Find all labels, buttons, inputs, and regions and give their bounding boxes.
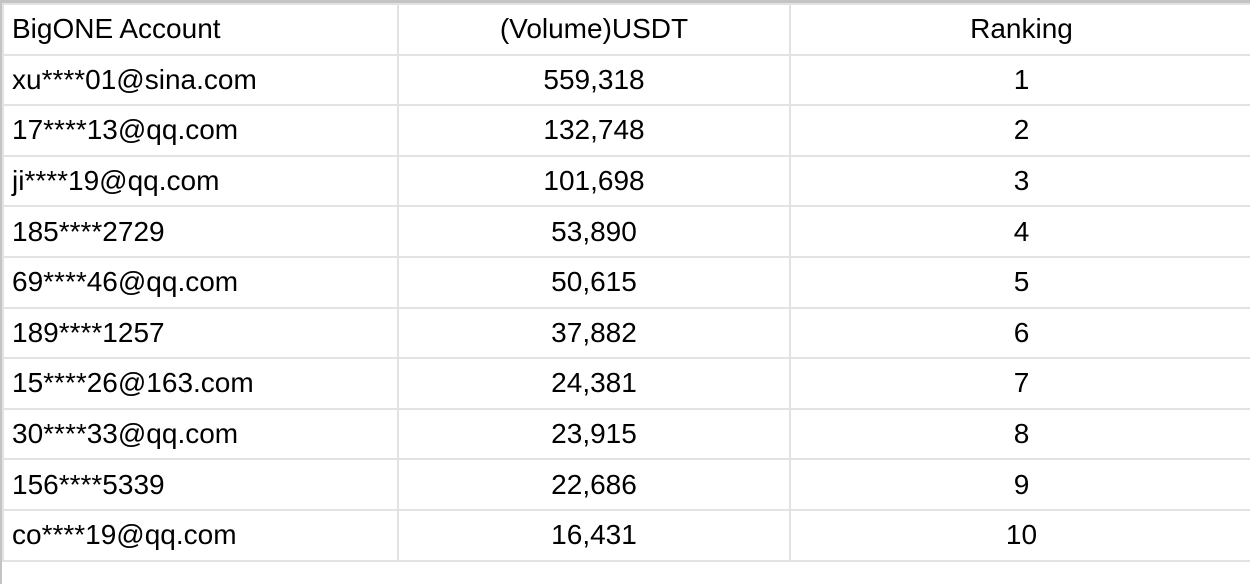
cell-volume[interactable]: 132,748 [397, 104, 791, 157]
cell-account[interactable]: co****19@qq.com [2, 508, 399, 562]
cell-account[interactable]: 15****26@163.com [2, 357, 399, 410]
table-row: 17****13@qq.com 132,748 2 [2, 104, 1250, 157]
cell-account[interactable]: ji****19@qq.com [2, 154, 399, 208]
table-row: xu****01@sina.com 559,318 1 [2, 53, 1250, 107]
cell-account[interactable]: 69****46@qq.com [2, 255, 399, 309]
cell-ranking[interactable]: 4 [789, 205, 1250, 258]
cell-account[interactable]: xu****01@sina.com [2, 53, 399, 107]
cell-volume[interactable]: 23,915 [397, 407, 791, 461]
cell-volume[interactable]: 50,615 [397, 255, 791, 309]
cell-volume[interactable]: 101,698 [397, 154, 791, 208]
cell-ranking[interactable]: 7 [789, 357, 1250, 410]
ranking-table: BigONE Account (Volume)USDT Ranking xu**… [2, 3, 1250, 562]
cell-ranking[interactable]: 9 [789, 458, 1250, 511]
table-row: 15****26@163.com 24,381 7 [2, 357, 1250, 410]
cell-ranking[interactable]: 3 [789, 154, 1250, 208]
cell-account[interactable]: 156****5339 [2, 458, 399, 511]
cell-volume[interactable]: 37,882 [397, 306, 791, 360]
cell-ranking[interactable]: 8 [789, 407, 1250, 461]
cell-ranking[interactable]: 5 [789, 255, 1250, 309]
cell-account[interactable]: 30****33@qq.com [2, 407, 399, 461]
cell-ranking[interactable]: 10 [789, 508, 1250, 562]
header-row: BigONE Account (Volume)USDT Ranking [2, 3, 1250, 56]
cell-volume[interactable]: 22,686 [397, 458, 791, 511]
cell-volume[interactable]: 16,431 [397, 508, 791, 562]
cell-ranking[interactable]: 1 [789, 53, 1250, 107]
cell-ranking[interactable]: 6 [789, 306, 1250, 360]
cell-account[interactable]: 189****1257 [2, 306, 399, 360]
cell-ranking[interactable]: 2 [789, 104, 1250, 157]
table-row: 189****1257 37,882 6 [2, 306, 1250, 360]
cell-account[interactable]: 185****2729 [2, 205, 399, 258]
table-row: co****19@qq.com 16,431 10 [2, 508, 1250, 562]
table-row: 156****5339 22,686 9 [2, 458, 1250, 511]
header-ranking[interactable]: Ranking [789, 3, 1250, 56]
header-volume[interactable]: (Volume)USDT [397, 3, 791, 56]
cell-volume[interactable]: 24,381 [397, 357, 791, 410]
table-row: ji****19@qq.com 101,698 3 [2, 154, 1250, 208]
table-row: 69****46@qq.com 50,615 5 [2, 255, 1250, 309]
cell-volume[interactable]: 53,890 [397, 205, 791, 258]
table-row: 185****2729 53,890 4 [2, 205, 1250, 258]
table-row: 30****33@qq.com 23,915 8 [2, 407, 1250, 461]
cell-account[interactable]: 17****13@qq.com [2, 104, 399, 157]
header-account[interactable]: BigONE Account [2, 3, 399, 56]
cell-volume[interactable]: 559,318 [397, 53, 791, 107]
